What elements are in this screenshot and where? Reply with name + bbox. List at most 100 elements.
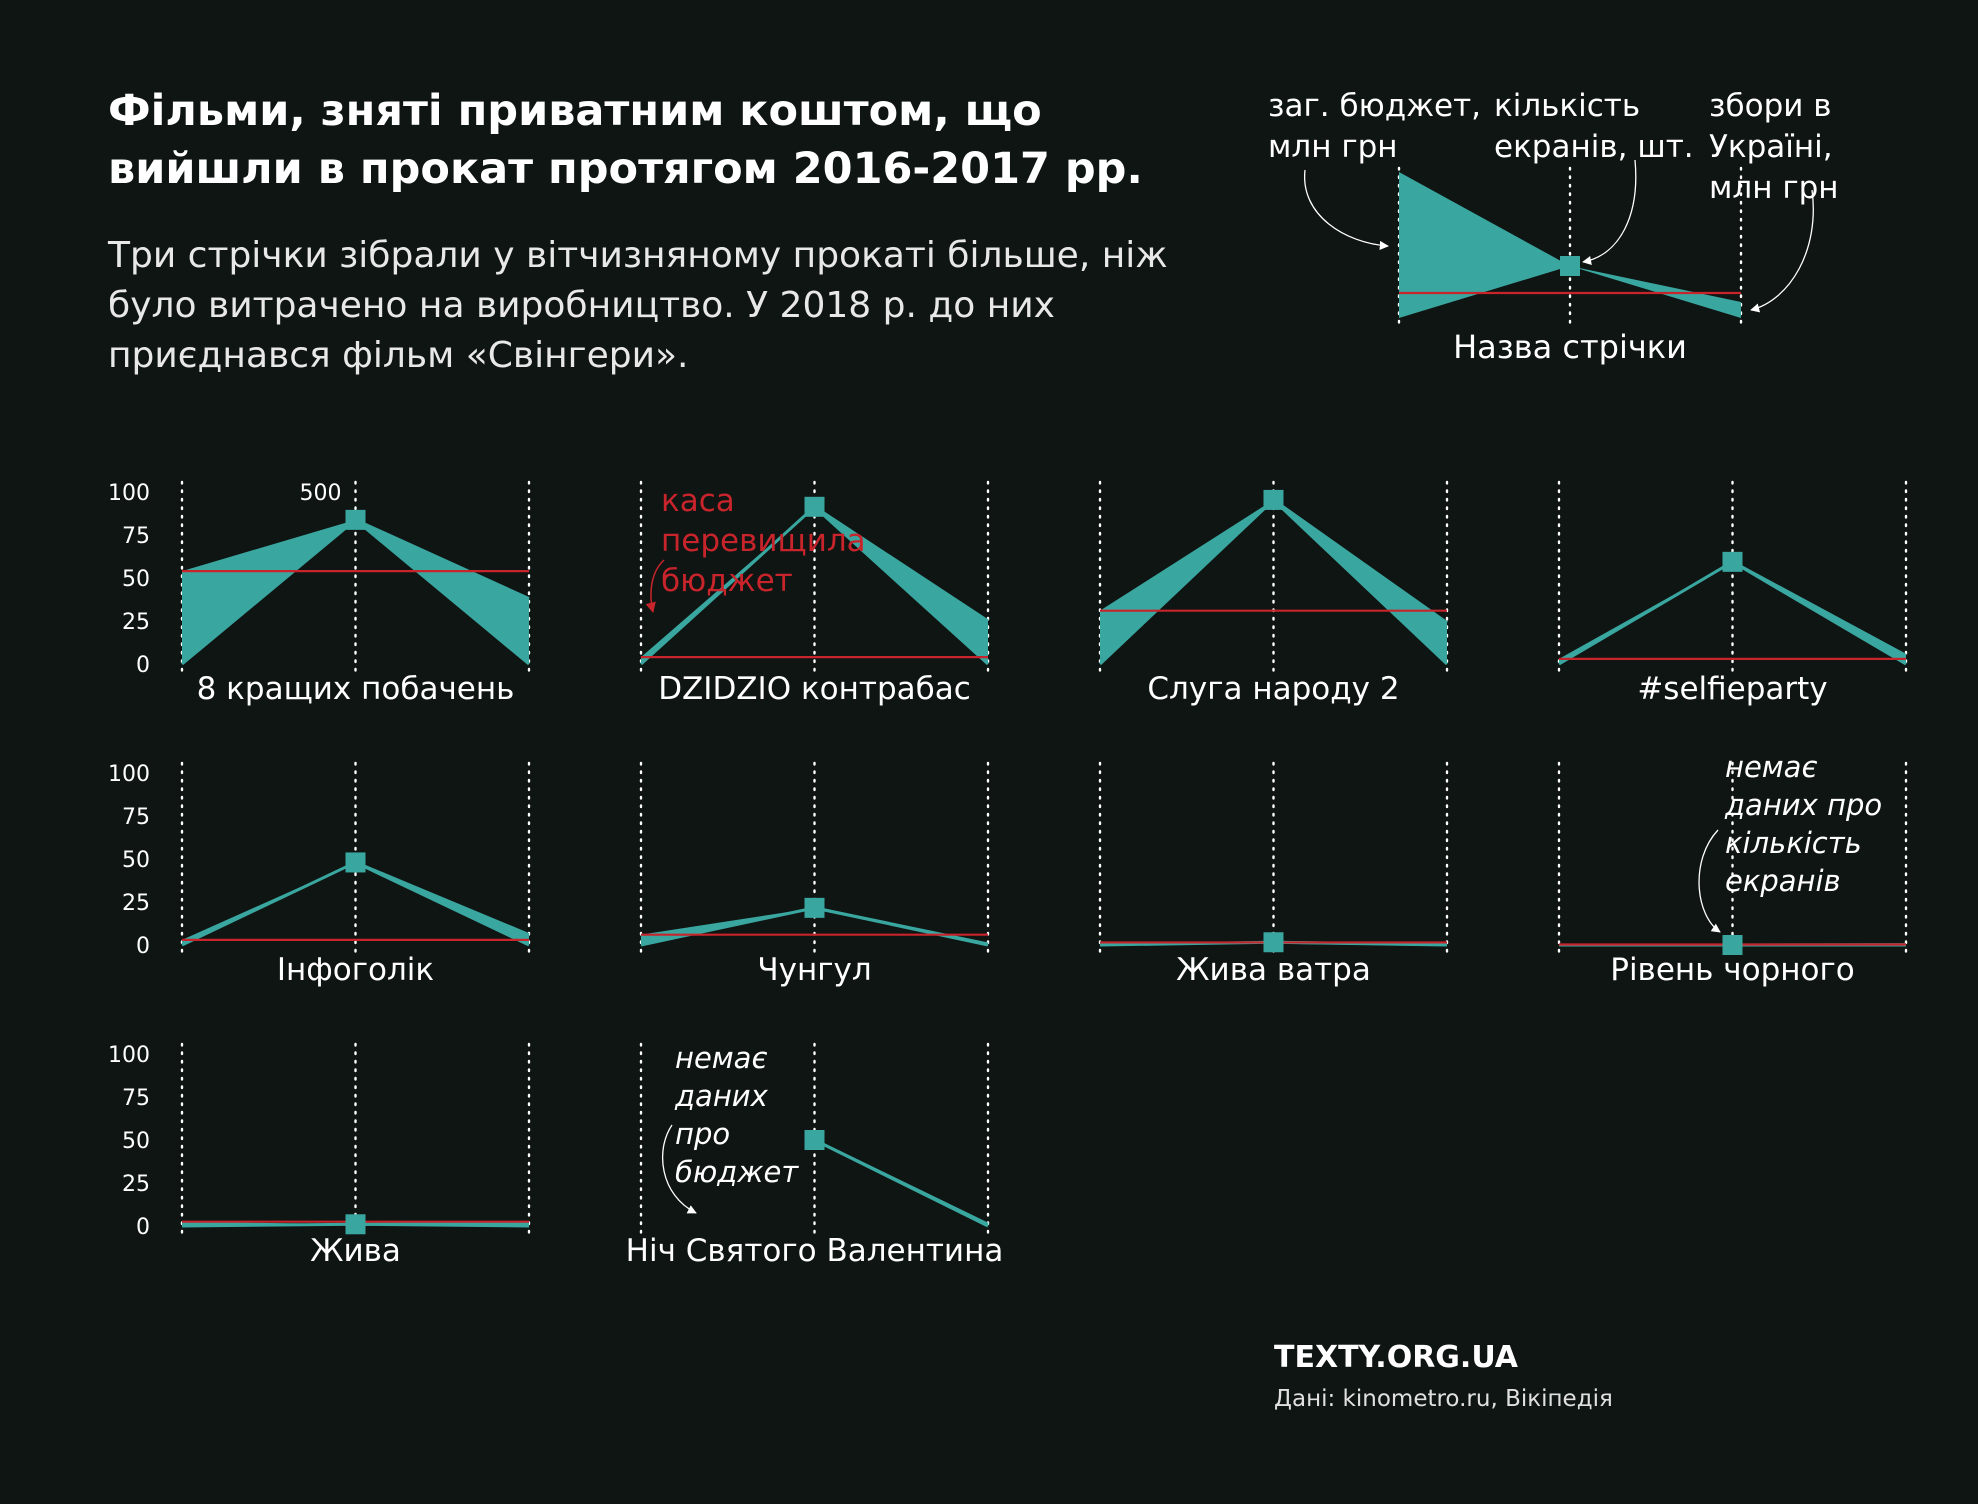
legend-box-office-label: млн грн xyxy=(1709,170,1839,206)
data-source: Дані: kinometro.ru, Вікіпедія xyxy=(1274,1386,1613,1412)
legend-box-office-label: Україні, xyxy=(1709,129,1833,165)
budget-edge xyxy=(1098,498,1275,666)
box-office-edge xyxy=(354,518,530,666)
annotation-no-budget: даних xyxy=(674,1079,769,1113)
screens-marker xyxy=(1722,551,1743,572)
box-office-edge xyxy=(813,505,990,666)
chart-panel: Жива xyxy=(180,1042,531,1269)
annotation-no-screens: даних про xyxy=(1724,788,1882,822)
y-tick-label: 25 xyxy=(122,610,150,635)
y-tick-label: 75 xyxy=(122,1086,150,1111)
annotation-no-screens: немає xyxy=(1725,750,1817,784)
y-tick-label: 75 xyxy=(122,805,150,830)
annotation-arrow xyxy=(661,1124,697,1214)
page-subtitle: Три стрічки зібрали у вітчизняному прока… xyxy=(108,235,1168,376)
page-title: Фільми, зняті приватним коштом, що вийшл… xyxy=(108,86,1143,194)
film-name: DZIDZIO контрабас xyxy=(658,671,971,707)
chart-panel: Ніч Святого Валентина xyxy=(626,1042,1004,1269)
chart-annotations: каса перевищила бюджет немає даних про кількі… xyxy=(645,483,1882,1214)
legend-film-name-label: Назва стрічки xyxy=(1453,328,1687,366)
y-tick-label: 25 xyxy=(122,891,150,916)
y-tick-label: 0 xyxy=(136,653,150,678)
film-name: Ніч Святого Валентина xyxy=(626,1233,1004,1269)
legend-budget-label: заг. бюджет, xyxy=(1268,88,1481,124)
budget-edge xyxy=(1558,560,1734,666)
annotation-arrow xyxy=(645,559,665,614)
y-tick-label: 0 xyxy=(136,1215,150,1240)
chart-panel: 8 кращих побачень xyxy=(180,480,531,707)
legend-budget-area xyxy=(1399,172,1570,318)
chart-panel: Рівень чорного xyxy=(1557,761,1908,988)
screens-marker xyxy=(345,509,366,530)
film-name: Слуга народу 2 xyxy=(1147,671,1399,707)
y-tick-label: 50 xyxy=(122,848,150,873)
legend-arrow xyxy=(1304,169,1389,250)
legend-screens-label: екранів, шт. xyxy=(1494,129,1694,165)
budget-edge xyxy=(639,505,816,666)
chart-panel: Інфоголік xyxy=(180,761,531,988)
screens-marker xyxy=(345,852,366,873)
film-name: 8 кращих побачень xyxy=(197,671,515,707)
legend-box-office-label: збори в xyxy=(1709,88,1832,124)
legend-screens-label: кількість xyxy=(1494,88,1640,124)
box-office-edge xyxy=(355,1221,530,1226)
y-tick-label: 100 xyxy=(108,762,150,787)
box-office-edge xyxy=(814,906,989,946)
box-office-edge xyxy=(1272,498,1449,666)
annotation-no-screens: кількість xyxy=(1725,826,1862,860)
box-office-edge xyxy=(1731,560,1907,657)
box-office-edge xyxy=(1272,498,1448,624)
annotation-arrow xyxy=(1698,829,1721,933)
budget-edge xyxy=(181,1222,356,1228)
box-office-edge xyxy=(354,861,530,947)
chart-panel: Чунгул xyxy=(639,761,990,988)
y-tick-label: 100 xyxy=(108,481,150,506)
legend-screens-marker xyxy=(1560,256,1580,276)
legend-budget-label: млн грн xyxy=(1268,129,1398,165)
y-tick-label: 0 xyxy=(136,934,150,959)
y-tick-label: 75 xyxy=(122,524,150,549)
brand-logo[interactable]: TEXTY.ORG.UA xyxy=(1274,1340,1518,1375)
y-tick-label: 100 xyxy=(108,1043,150,1068)
chart-panel: #selfieparty xyxy=(1557,480,1908,707)
y-tick-label: 50 xyxy=(122,1129,150,1154)
annotation-exceeded: бюджет xyxy=(661,563,793,599)
annotation-no-budget: немає xyxy=(675,1041,767,1075)
budget-edge xyxy=(640,906,815,947)
legend-arrow xyxy=(1582,159,1637,265)
film-name: Жива xyxy=(310,1233,401,1269)
chart-panel: DZIDZIO контрабас xyxy=(639,480,990,707)
annotation-exceeded: перевищила xyxy=(661,523,866,559)
film-name: #selfieparty xyxy=(1637,671,1827,707)
box-office-edge xyxy=(813,505,989,623)
chart-panel: Слуга народу 2 xyxy=(1098,480,1449,707)
screens-tick-label: 500 xyxy=(300,481,342,506)
annotation-exceeded: каса xyxy=(661,483,735,519)
box-office-edge xyxy=(813,1138,989,1226)
film-name: Жива ватра xyxy=(1176,952,1371,988)
annotation-no-budget: про xyxy=(675,1117,730,1151)
budget-edge xyxy=(181,518,357,666)
legend-explainer: заг. бюджет, млн грн кількість екранів, шт.… xyxy=(1268,88,1839,366)
screens-marker xyxy=(804,897,825,918)
screens-marker xyxy=(804,496,825,517)
box-office-edge xyxy=(354,861,530,937)
legend-arrow xyxy=(1750,189,1814,313)
film-name: Інфоголік xyxy=(277,952,434,988)
film-name: Рівень чорного xyxy=(1610,952,1855,988)
annotation-no-budget: бюджет xyxy=(675,1155,799,1189)
screens-marker xyxy=(804,1130,825,1150)
box-office-edge xyxy=(354,518,530,601)
annotation-no-screens: екранів xyxy=(1725,864,1841,898)
y-tick-label: 50 xyxy=(122,567,150,592)
screens-marker xyxy=(1263,932,1284,953)
budget-edge xyxy=(181,861,357,947)
chart-panels: 0 25 50 75 100 0 25 50 75 100 0 25 50 75 100 8 кращих п… xyxy=(108,480,1908,1269)
film-name: Чунгул xyxy=(757,952,871,988)
chart-panel: Жива ватра xyxy=(1098,761,1449,988)
screens-marker xyxy=(345,1214,366,1235)
screens-marker xyxy=(1263,489,1284,510)
screens-marker xyxy=(1722,935,1743,955)
y-tick-label: 25 xyxy=(122,1172,150,1197)
